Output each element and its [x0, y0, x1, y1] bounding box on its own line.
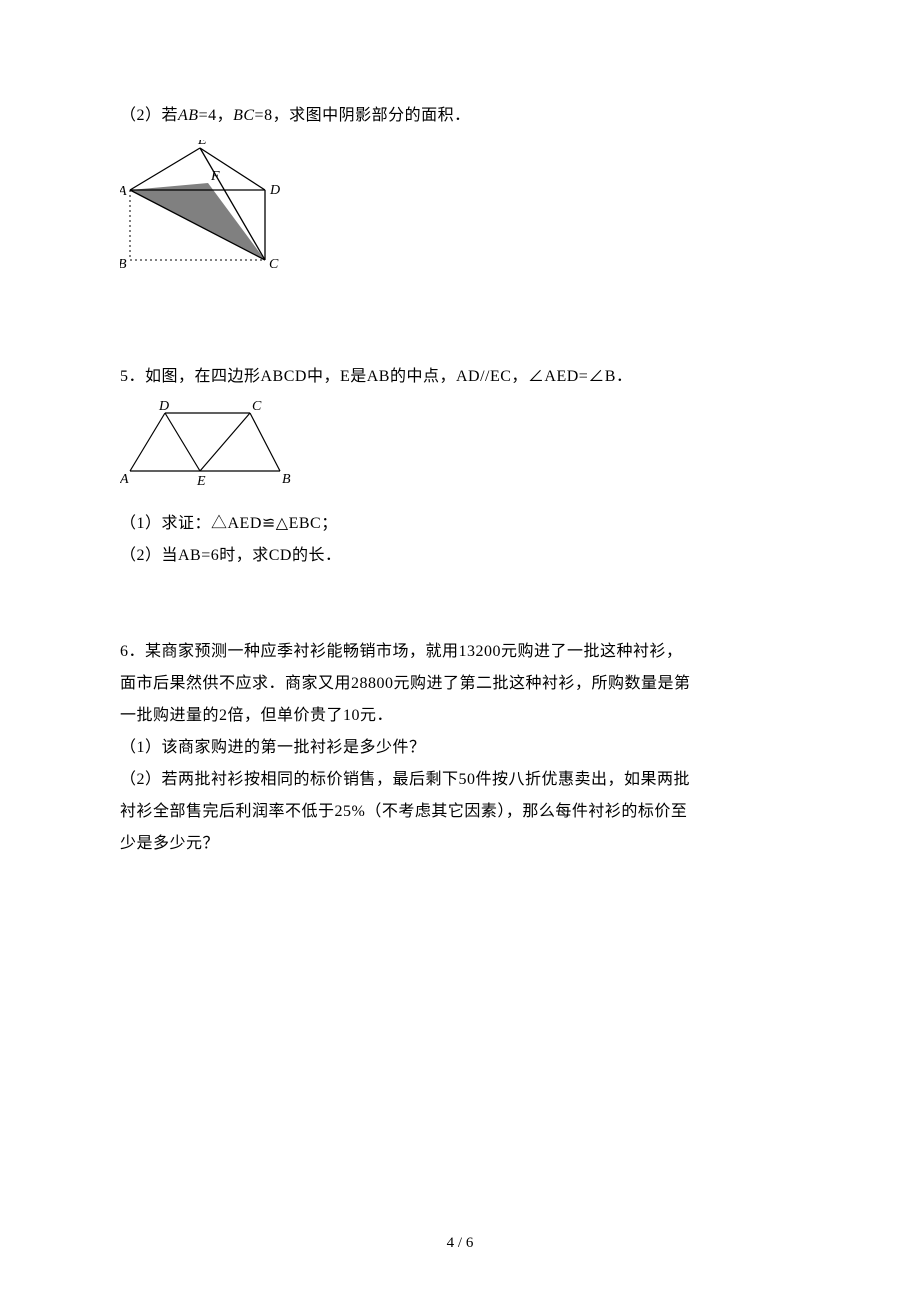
q6-part1: （1）该商家购进的第一批衬衫是多少件？ — [120, 732, 800, 764]
q6-line2: 面市后果然供不应求．商家又用28800元购进了第二批这种衬衫，所购数量是第 — [120, 668, 800, 700]
svg-text:B: B — [282, 472, 291, 487]
svg-text:B: B — [120, 257, 127, 272]
q4-part2-line: （2）若AB=4，BC=8，求图中阴影部分的面积． — [120, 100, 800, 132]
q4-figure: A B C D E F — [120, 140, 800, 285]
svg-text:C: C — [252, 401, 262, 414]
q6-part2-line1: （2）若两批衬衫按相同的标价销售，最后剩下50件按八折优惠卖出，如果两批 — [120, 764, 800, 796]
q5-figure: A E B D C — [120, 401, 800, 496]
svg-text:F: F — [210, 169, 220, 184]
svg-text:A: A — [120, 184, 127, 199]
q5-part1: （1）求证：△AED≌△EBC； — [120, 508, 800, 540]
svg-text:C: C — [269, 257, 279, 272]
svg-text:A: A — [120, 472, 129, 487]
svg-text:D: D — [269, 183, 280, 198]
q4-eq2: =8，求图中阴影部分的面积． — [255, 107, 471, 124]
q4-ab: AB — [178, 107, 199, 124]
svg-text:E: E — [196, 474, 206, 489]
svg-text:D: D — [158, 401, 169, 414]
page-footer: 4 / 6 — [0, 1235, 920, 1252]
q4-bc: BC — [233, 107, 254, 124]
q5-part2: （2）当AB=6时，求CD的长． — [120, 540, 800, 572]
q6-part2-line3: 少是多少元？ — [120, 828, 800, 860]
q6-line1: 6．某商家预测一种应季衬衫能畅销市场，就用13200元购进了一批这种衬衫， — [120, 636, 800, 668]
q4-part2-prefix: （2）若 — [120, 107, 178, 124]
q6-part2-line2: 衬衫全部售完后利润率不低于25%（不考虑其它因素），那么每件衬衫的标价至 — [120, 796, 800, 828]
svg-text:E: E — [197, 140, 207, 148]
q5-stem: 5．如图，在四边形ABCD中，E是AB的中点，AD//EC，∠AED=∠B． — [120, 361, 800, 393]
q4-eq1: =4， — [199, 107, 234, 124]
q6-line3: 一批购进量的2倍，但单价贵了10元． — [120, 700, 800, 732]
